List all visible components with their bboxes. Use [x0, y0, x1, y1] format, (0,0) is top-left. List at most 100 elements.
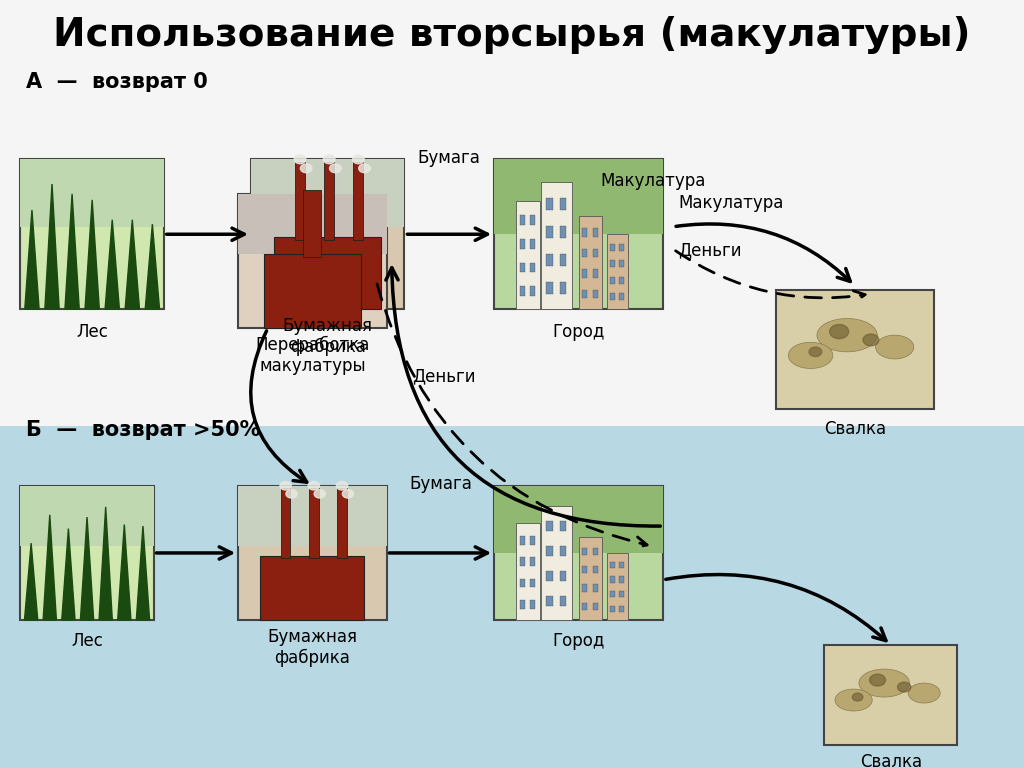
Bar [582, 548, 588, 555]
Bar [494, 160, 664, 310]
Polygon shape [25, 543, 38, 621]
Circle shape [286, 489, 297, 498]
Bar [309, 488, 318, 558]
Bar [20, 159, 164, 227]
Bar [607, 234, 628, 310]
Ellipse shape [876, 335, 913, 359]
Bar [610, 260, 614, 267]
Circle shape [829, 324, 849, 339]
Polygon shape [25, 210, 39, 310]
Text: Деньги: Деньги [678, 242, 742, 260]
Bar [0, 0, 1024, 426]
Polygon shape [118, 525, 131, 621]
Polygon shape [145, 224, 160, 310]
Bar [238, 194, 386, 329]
Bar [593, 249, 598, 257]
Bar [593, 603, 598, 610]
Text: Макулатура: Макулатура [678, 194, 783, 212]
Text: Переработка
макулатуры: Переработка макулатуры [255, 336, 370, 375]
Text: Лес: Лес [76, 323, 109, 341]
Circle shape [330, 164, 341, 173]
Bar [593, 584, 598, 592]
Bar [281, 488, 291, 558]
Circle shape [869, 674, 886, 686]
Bar [519, 215, 524, 225]
Polygon shape [80, 517, 94, 621]
Bar [579, 217, 602, 310]
Bar [353, 162, 364, 240]
Polygon shape [43, 515, 56, 621]
Circle shape [280, 482, 291, 490]
Text: Свалка: Свалка [860, 753, 922, 768]
Ellipse shape [908, 683, 940, 703]
Bar [546, 546, 553, 556]
Bar [620, 293, 624, 300]
Bar [519, 600, 524, 608]
Text: Макулатура: Макулатура [600, 172, 706, 190]
Bar [251, 159, 404, 227]
Circle shape [852, 693, 863, 701]
Text: Свалка: Свалка [824, 421, 886, 439]
Text: Использование вторсырья (макулатуры): Использование вторсырья (макулатуры) [53, 15, 971, 54]
Bar [519, 558, 524, 566]
Bar [494, 160, 664, 234]
Bar [579, 537, 602, 621]
Bar [610, 293, 614, 300]
Bar [582, 603, 588, 610]
Bar [560, 571, 566, 581]
Polygon shape [105, 220, 120, 310]
Polygon shape [99, 507, 113, 621]
Bar [776, 290, 934, 409]
Circle shape [863, 334, 879, 346]
Bar [519, 263, 524, 273]
Bar [824, 645, 957, 745]
Bar [582, 228, 588, 237]
Bar [560, 596, 566, 607]
Bar [516, 524, 540, 621]
Bar [238, 486, 386, 546]
Bar [494, 486, 664, 621]
Circle shape [308, 482, 319, 490]
Bar [610, 277, 614, 283]
Bar [519, 536, 524, 545]
Bar [546, 227, 553, 238]
Bar [542, 182, 571, 310]
Text: Бумага: Бумага [409, 475, 472, 493]
Bar [325, 162, 334, 240]
Bar [546, 283, 553, 294]
Bar [20, 486, 154, 621]
Bar [560, 254, 566, 266]
Bar [560, 283, 566, 294]
Bar [582, 270, 588, 277]
Text: Б  —  возврат >50%: Б — возврат >50% [26, 420, 260, 440]
Bar [593, 290, 598, 298]
Circle shape [314, 489, 326, 498]
Bar [542, 506, 571, 621]
Bar [582, 249, 588, 257]
Bar [530, 536, 536, 545]
Polygon shape [61, 528, 75, 621]
Bar [546, 521, 553, 531]
Bar [251, 160, 404, 310]
Polygon shape [65, 194, 79, 310]
Bar [560, 227, 566, 238]
Bar [620, 277, 624, 283]
Text: Бумажная
фабрика: Бумажная фабрика [267, 628, 357, 667]
Polygon shape [85, 200, 99, 310]
Text: Город: Город [552, 323, 605, 341]
Bar [530, 286, 536, 296]
Bar [620, 561, 624, 568]
Bar [593, 228, 598, 237]
Bar [20, 486, 154, 546]
Bar [238, 194, 386, 254]
Bar [582, 566, 588, 574]
Text: Бумажная
фабрика: Бумажная фабрика [283, 317, 373, 356]
Text: Город: Город [552, 631, 605, 650]
Bar [264, 254, 360, 329]
Bar [620, 244, 624, 250]
Circle shape [300, 164, 312, 173]
Bar [560, 198, 566, 210]
Bar [620, 260, 624, 267]
Bar [530, 263, 536, 273]
Circle shape [336, 482, 348, 490]
